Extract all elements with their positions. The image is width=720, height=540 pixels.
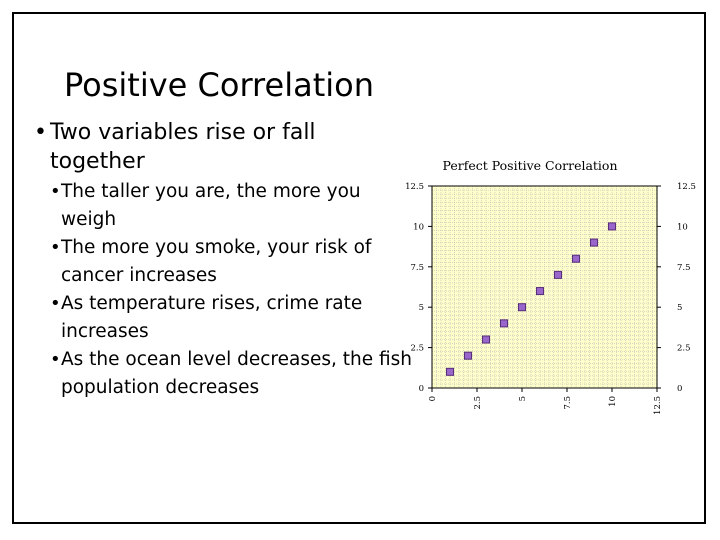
data-point [608, 222, 616, 231]
bullet-main-text-1: Two variables rise or fall together [50, 120, 316, 174]
bullet-main: • Two variables rise or fall together [34, 118, 414, 176]
bullet-list: • Two variables rise or fall together • … [34, 118, 414, 402]
sub-bullet-text: As the ocean level decreases, the fish p… [61, 349, 412, 398]
bullet-dot-icon: • [50, 349, 61, 370]
data-point [464, 351, 472, 360]
data-point [482, 335, 490, 344]
bullet-dot-icon: • [50, 237, 61, 258]
y-tick-label-left: 5 [419, 303, 424, 313]
data-point [536, 287, 544, 296]
axes [428, 185, 661, 392]
chart-title: Perfect Positive Correlation [442, 158, 617, 173]
slide-title: Positive Correlation [64, 66, 374, 104]
data-point [446, 367, 454, 376]
sub-bullet: • The more you smoke, your risk of cance… [34, 234, 414, 290]
y-tick-label-left: 12.5 [405, 182, 424, 192]
x-tick-label: 10 [608, 396, 618, 407]
x-tick-label: 7.5 [563, 396, 573, 410]
data-point [500, 319, 508, 328]
y-tick-label-right: 7.5 [677, 263, 691, 273]
y-tick-label-right: 10 [677, 222, 688, 232]
bullet-main-text: Two variables rise or fall together [50, 118, 414, 176]
sub-bullet-text: The taller you are, the more you weigh [61, 181, 361, 230]
y-tick-label-right: 12.5 [677, 182, 696, 192]
sub-bullet: • As temperature rises, crime rate incre… [34, 290, 414, 346]
sub-bullet-text: As temperature rises, crime rate increas… [61, 293, 363, 342]
x-tick-label: 5 [518, 396, 528, 401]
grid-lines [431, 185, 658, 389]
scatter-chart: Perfect Positive Correlation 0 0 2.5 2.5 5 5 7… [400, 150, 700, 430]
y-tick-label-left: 7.5 [410, 263, 424, 273]
x-tick-label: 12.5 [653, 396, 663, 415]
data-point [590, 238, 598, 247]
sub-bullet: • As the ocean level decreases, the fish… [34, 346, 414, 402]
sub-bullet-text: The more you smoke, your risk of cancer … [61, 237, 372, 286]
y-tick-label-right: 5 [677, 303, 682, 313]
data-point [554, 270, 562, 279]
scatter-chart-svg: Perfect Positive Correlation 0 02.5 2.55 57… [405, 158, 696, 415]
bullet-dot-icon: • [34, 120, 47, 145]
bullet-dot-icon: • [50, 181, 61, 202]
bullet-dot-icon: • [50, 293, 61, 314]
y-tick-label-left: 10 [413, 222, 424, 232]
plot-frame [431, 185, 658, 389]
y-tick-label-right: 0 [677, 384, 682, 394]
data-point [518, 303, 526, 312]
x-tick-label: 0 [428, 396, 438, 401]
sub-bullet-list: • The taller you are, the more you weigh… [34, 178, 414, 402]
data-points [446, 222, 616, 376]
y-tick-label-right: 2.5 [677, 344, 691, 354]
y-tick-label-left: 0 [419, 384, 424, 394]
x-tick-label: 2.5 [473, 396, 483, 410]
data-point [572, 254, 580, 263]
y-tick-label-left: 2.5 [410, 344, 424, 354]
sub-bullet: • The taller you are, the more you weigh [34, 178, 414, 234]
